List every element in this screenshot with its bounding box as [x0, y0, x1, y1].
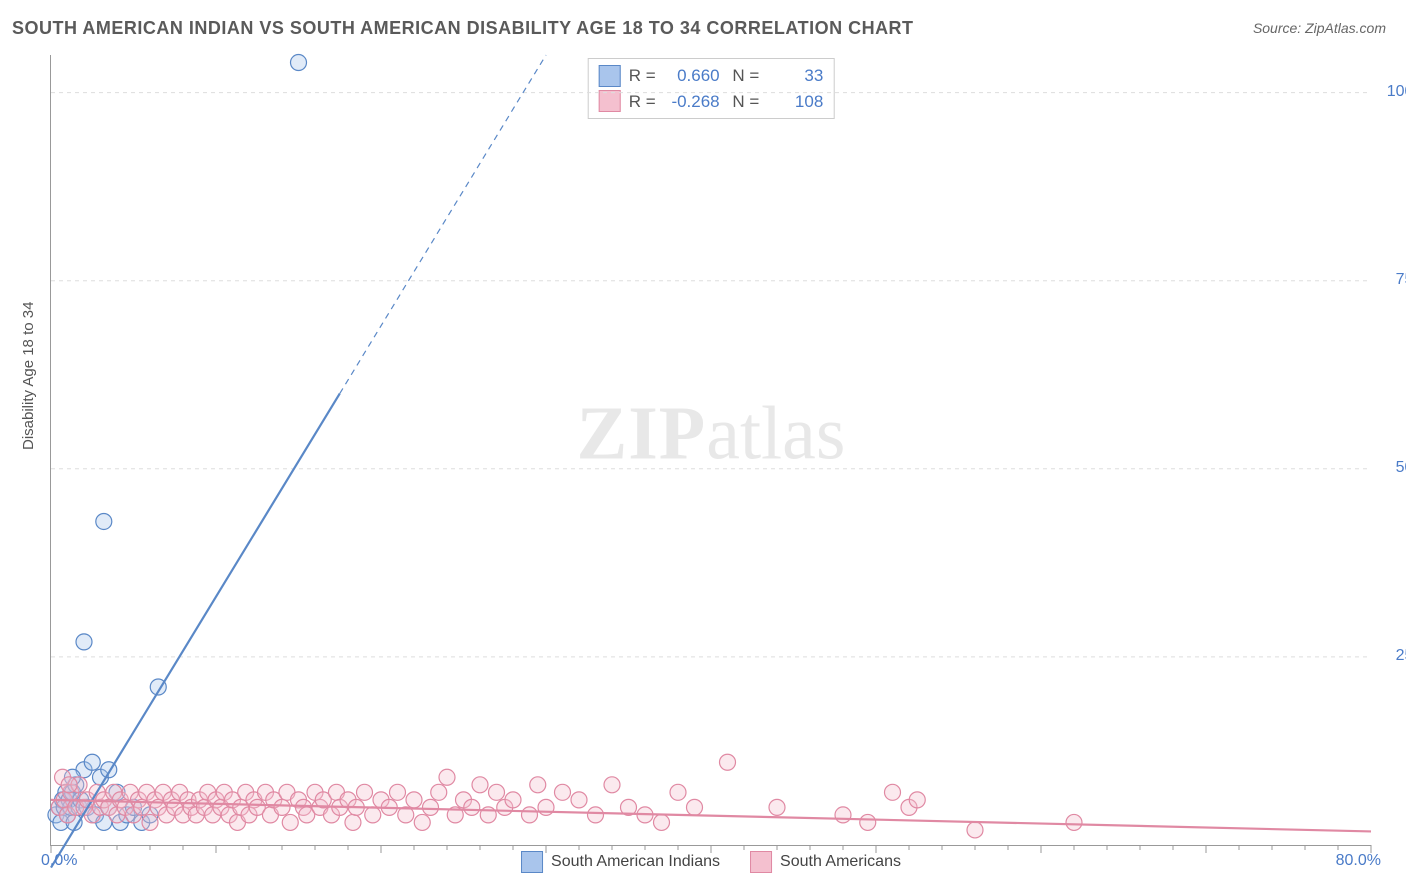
y-tick-label: 50.0% [1381, 459, 1406, 477]
y-axis-label: Disability Age 18 to 34 [20, 302, 37, 450]
source-attribution: Source: ZipAtlas.com [1253, 20, 1386, 36]
y-tick-label: 25.0% [1381, 647, 1406, 665]
y-tick-label: 75.0% [1381, 271, 1406, 289]
chart-title: SOUTH AMERICAN INDIAN VS SOUTH AMERICAN … [12, 18, 914, 39]
legend-swatch-0 [521, 851, 543, 873]
chart-svg [51, 55, 1371, 845]
x-axis-max-label: 80.0% [1336, 852, 1381, 870]
legend-swatch-1 [750, 851, 772, 873]
legend-label-0: South American Indians [551, 853, 720, 871]
x-axis-min-label: 0.0% [41, 852, 77, 870]
series-legend: South American Indians South Americans [521, 851, 901, 873]
plot-area: ZIPatlas R = 0.660 N = 33 R = -0.268 N =… [50, 55, 1371, 846]
legend-label-1: South Americans [780, 853, 901, 871]
legend-item-1: South Americans [750, 851, 901, 873]
y-tick-label: 100.0% [1381, 83, 1406, 101]
legend-item-0: South American Indians [521, 851, 720, 873]
